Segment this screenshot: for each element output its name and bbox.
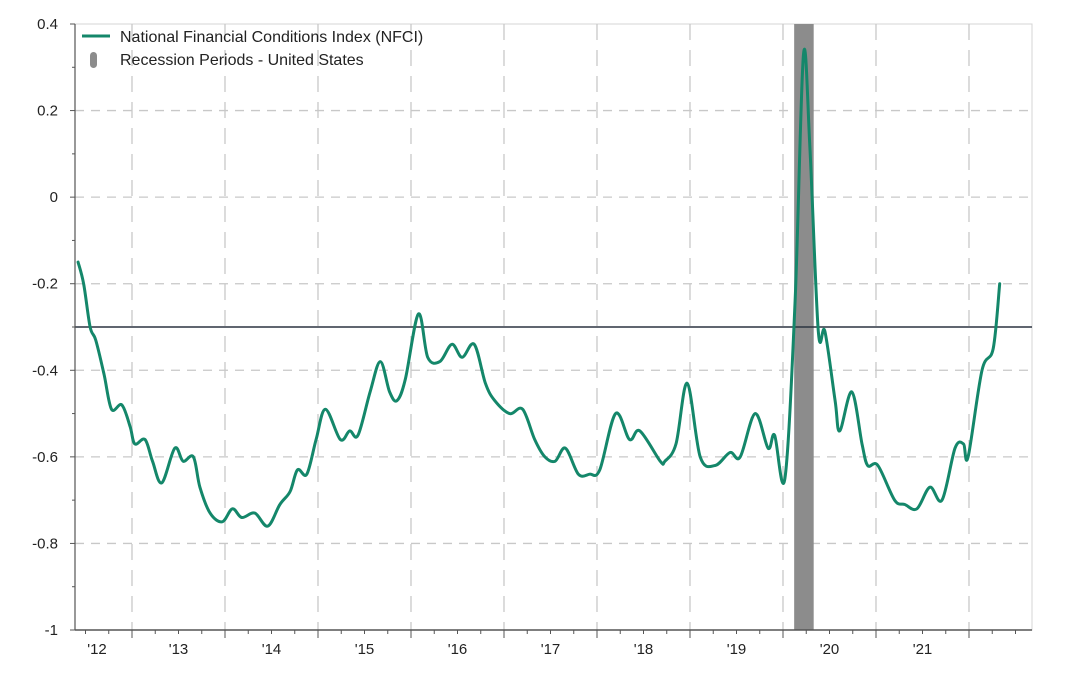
legend: National Financial Conditions Index (NFC… <box>82 29 423 69</box>
y-tick-label: -1 <box>45 622 58 639</box>
y-tick-label: 0.4 <box>37 16 58 33</box>
x-tick-label: '19 <box>727 641 747 658</box>
x-tick-label: '17 <box>541 641 561 658</box>
y-tick-label: -0.6 <box>32 449 58 466</box>
legend-label-nfci: National Financial Conditions Index (NFC… <box>120 29 423 46</box>
x-tick-label: '16 <box>448 641 468 658</box>
y-tick-label: 0 <box>50 189 58 206</box>
x-tick-label: '14 <box>262 641 282 658</box>
series-layer <box>76 47 1002 528</box>
x-tick-label: '12 <box>87 641 107 658</box>
x-tick-label: '13 <box>169 641 189 658</box>
nfci-line <box>76 47 1002 528</box>
y-tick-label: -0.8 <box>32 535 58 552</box>
legend-recession-swatch <box>90 52 97 68</box>
axes: 0.4 0.2 0 -0.2 -0.4 -0.6 -0.8 -1 '12 '13 '14 '15 '16… <box>32 16 1032 658</box>
x-tick-label: '20 <box>820 641 840 658</box>
x-tick-label: '15 <box>355 641 375 658</box>
y-tick-label: -0.4 <box>32 362 58 379</box>
x-tick-label: '18 <box>634 641 654 658</box>
y-tick-label: 0.2 <box>37 103 58 120</box>
y-tick-label: -0.2 <box>32 276 58 293</box>
x-tick-label: '21 <box>913 641 933 658</box>
legend-label-recession: Recession Periods - United States <box>120 52 364 69</box>
